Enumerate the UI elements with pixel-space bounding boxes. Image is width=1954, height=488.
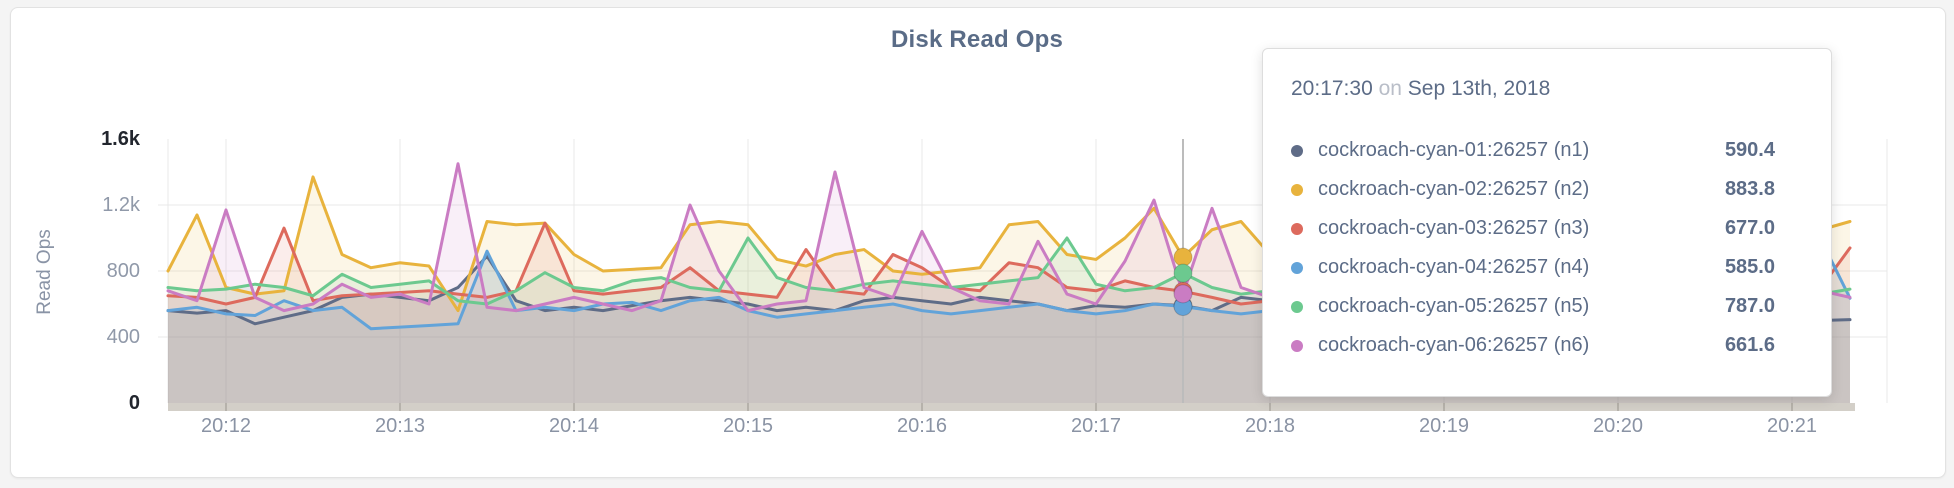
series-label: cockroach-cyan-05:26257 (n5) — [1318, 295, 1590, 317]
axis-band-tick — [747, 403, 749, 411]
x-tick-label: 20:15 — [722, 415, 774, 437]
y-tick-label: 0 — [128, 392, 140, 414]
x-tick-label: 20:14 — [548, 415, 600, 437]
hover-dot — [1173, 284, 1193, 304]
series-label: cockroach-cyan-04:26257 (n4) — [1318, 256, 1590, 278]
series-value: 883.8 — [1724, 178, 1775, 200]
hover-dot — [1173, 247, 1193, 267]
axis-band-tick — [921, 403, 923, 411]
x-tick-label: 20:20 — [1592, 415, 1644, 437]
tooltip-time: 20:17:30 — [1291, 77, 1373, 100]
tooltip-date: Sep 13th, 2018 — [1407, 77, 1551, 100]
tooltip-series-row: cockroach-cyan-01:26257 (n1) 590.4 — [1291, 131, 1775, 170]
tooltip-series-row: cockroach-cyan-03:26257 (n3) 677.0 — [1291, 209, 1775, 248]
series-label: cockroach-cyan-02:26257 (n2) — [1318, 178, 1590, 200]
tooltip-conjunction: on — [1378, 77, 1402, 100]
y-tick-label: 400 — [106, 326, 140, 348]
tooltip-series-row: cockroach-cyan-06:26257 (n6) 661.6 — [1291, 326, 1775, 365]
x-tick-label: 20:19 — [1418, 415, 1470, 437]
series-dot-icon — [1291, 261, 1303, 274]
axis-band-tick — [1443, 403, 1445, 411]
series-label: cockroach-cyan-03:26257 (n3) — [1318, 217, 1590, 239]
chart-title: Disk Read Ops — [891, 26, 1063, 53]
series-label: cockroach-cyan-06:26257 (n6) — [1318, 334, 1590, 356]
series-dot-icon — [1291, 183, 1303, 196]
tooltip-header: 20:17:30 on Sep 13th, 2018 — [1291, 75, 1775, 103]
y-tick-label: 1.2k — [102, 194, 140, 216]
series-label: cockroach-cyan-01:26257 (n1) — [1318, 139, 1590, 161]
y-axis-title: Read Ops — [34, 229, 55, 315]
x-tick-label: 20:13 — [374, 415, 426, 437]
series-value: 787.0 — [1724, 295, 1775, 317]
x-tick-label: 20:12 — [200, 415, 252, 437]
axis-band-tick — [573, 403, 575, 411]
y-tick-label: 1.6k — [101, 128, 140, 150]
series-dot-icon — [1291, 222, 1303, 235]
axis-band — [168, 403, 1855, 411]
axis-band-tick — [1269, 403, 1271, 411]
x-tick-label: 20:16 — [896, 415, 948, 437]
series-dot-icon — [1291, 300, 1303, 313]
axis-band-tick — [399, 403, 401, 411]
tooltip-series-row: cockroach-cyan-05:26257 (n5) 787.0 — [1291, 287, 1775, 326]
series-value: 677.0 — [1724, 217, 1775, 239]
hover-dots — [1173, 247, 1193, 316]
x-tick-label: 20:18 — [1244, 415, 1296, 437]
x-tick-label: 20:21 — [1766, 415, 1818, 437]
x-tick-label: 20:17 — [1070, 415, 1122, 437]
hover-dot — [1173, 263, 1193, 283]
series-value: 661.6 — [1724, 334, 1775, 356]
series-value: 585.0 — [1724, 256, 1775, 278]
hover-tooltip: 20:17:30 on Sep 13th, 2018 cockroach-cya… — [1262, 48, 1832, 397]
series-dot-icon — [1291, 339, 1303, 352]
axis-band-tick — [1095, 403, 1097, 411]
axis-band-tick — [225, 403, 227, 411]
axis-band-tick — [1791, 403, 1793, 411]
series-dot-icon — [1291, 144, 1303, 157]
tooltip-series-row: cockroach-cyan-02:26257 (n2) 883.8 — [1291, 170, 1775, 209]
y-tick-label: 800 — [106, 260, 140, 282]
axis-band-tick — [1617, 403, 1619, 411]
tooltip-series-rows: cockroach-cyan-01:26257 (n1) 590.4 cockroa… — [1291, 131, 1775, 365]
series-value: 590.4 — [1724, 139, 1775, 161]
x-axis-band — [168, 403, 1855, 411]
tooltip-series-row: cockroach-cyan-04:26257 (n4) 585.0 — [1291, 248, 1775, 287]
